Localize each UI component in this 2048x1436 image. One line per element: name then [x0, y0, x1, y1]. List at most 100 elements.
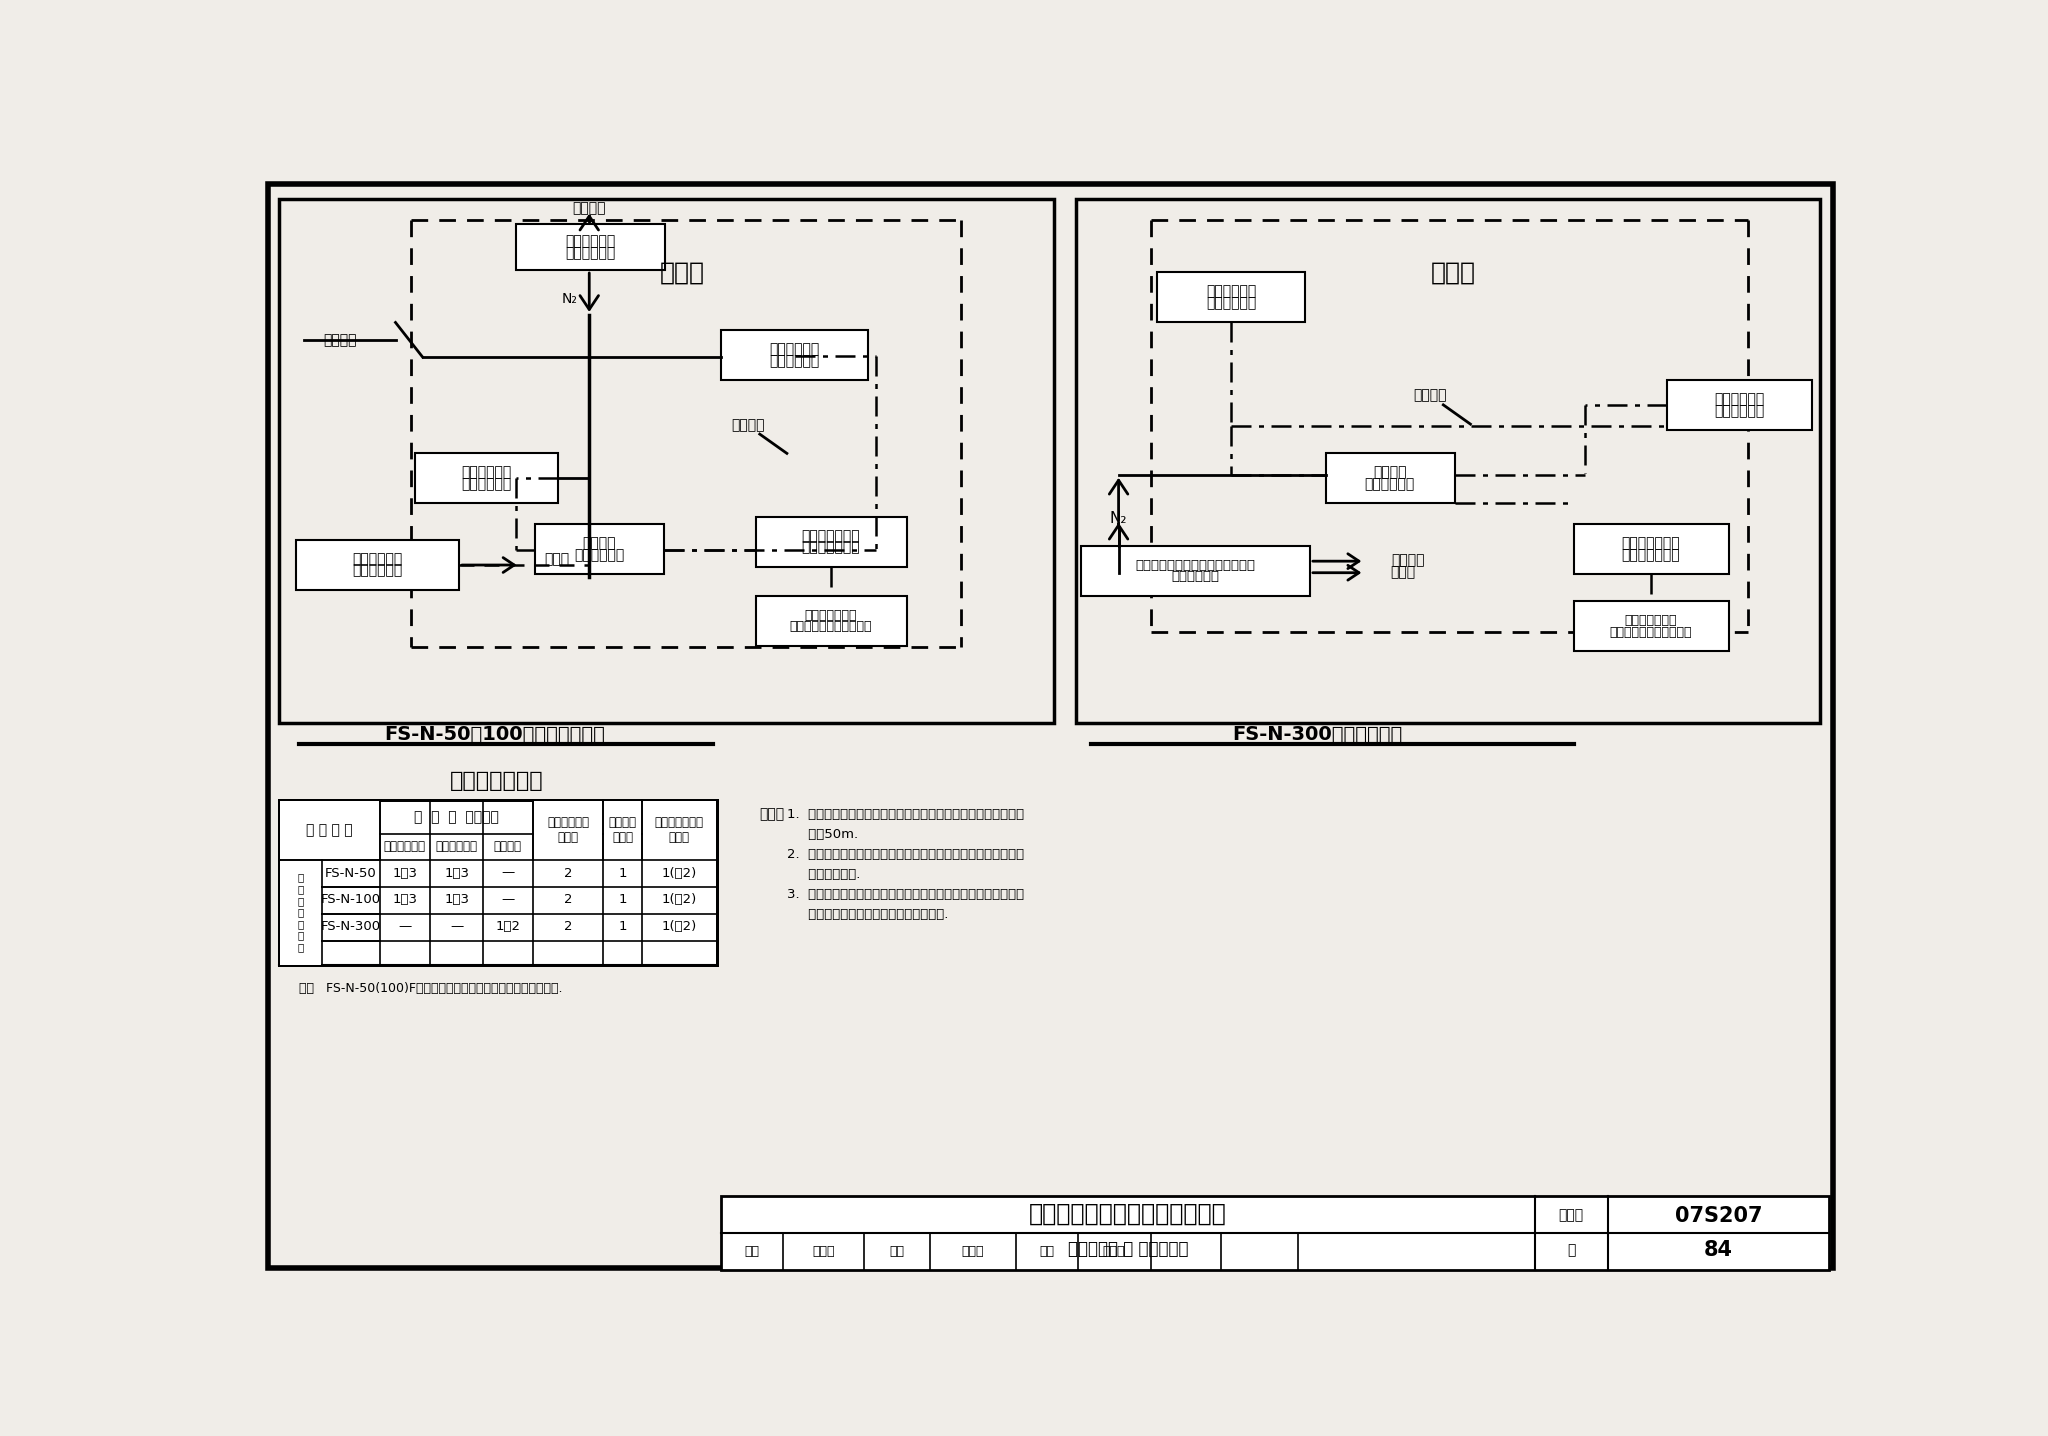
Bar: [721, 330, 868, 381]
Text: 主控制器
（台）: 主控制器 （台）: [608, 816, 637, 844]
Text: 无管网注氮控氧防火系统原理图: 无管网注氮控氧防火系统原理图: [1028, 1202, 1227, 1226]
Text: 2.  气体分离机组排出的废气主要成分为富氧空气，可就近排至防: 2. 气体分离机组排出的废气主要成分为富氧空气，可就近排至防: [786, 847, 1024, 860]
Text: 说明：: 说明：: [760, 807, 784, 821]
Text: 氧浓度探测器: 氧浓度探测器: [770, 342, 819, 356]
Text: —: —: [451, 920, 463, 933]
Text: 1.  空气压缩机组设置位置宜尽量靠近防护区，与防护区距离不应: 1. 空气压缩机组设置位置宜尽量靠近防护区，与防护区距离不应: [786, 807, 1024, 820]
Bar: [1157, 273, 1305, 323]
Bar: [1667, 381, 1812, 431]
Text: 远程监控与报警，由工程设计人员确定.: 远程监控与报警，由工程设计人员确定.: [786, 908, 948, 920]
Text: 紧急报警控制器
（台）: 紧急报警控制器 （台）: [655, 816, 705, 844]
Bar: [1081, 546, 1311, 596]
Text: 1: 1: [618, 866, 627, 879]
Bar: [297, 540, 459, 590]
Text: 紧急报警控制器: 紧急报警控制器: [801, 528, 860, 543]
Text: （防护区内）: （防护区内）: [770, 353, 819, 368]
Text: 页: 页: [1567, 1244, 1575, 1258]
Text: FS-N-100: FS-N-100: [319, 893, 381, 906]
Text: （消防控制室或值班室）: （消防控制室或值班室）: [791, 620, 872, 633]
Bar: [1075, 200, 1821, 722]
Text: FS-N-300型系统原理图: FS-N-300型系统原理图: [1233, 725, 1403, 744]
Text: 紧急报警控制器: 紧急报警控制器: [1622, 537, 1679, 550]
Bar: [756, 517, 907, 567]
Text: 1～3: 1～3: [393, 893, 418, 906]
Text: 紧急报警控制器: 紧急报警控制器: [1624, 615, 1677, 628]
Bar: [535, 801, 602, 859]
Bar: [643, 801, 717, 859]
Text: 图集号: 图集号: [1559, 1209, 1583, 1222]
Text: 气体分离机组: 气体分离机组: [436, 840, 477, 853]
Text: 护区外或户外.: 护区外或户外.: [786, 867, 860, 880]
Text: 冷凝水: 冷凝水: [1391, 564, 1415, 579]
Text: （防护区门口）: （防护区门口）: [1622, 549, 1679, 561]
Bar: [281, 801, 379, 859]
Text: 罗序红: 罗序红: [1102, 1245, 1124, 1258]
Text: 冷凝水: 冷凝水: [545, 551, 569, 566]
Text: 罗定元: 罗定元: [963, 1245, 985, 1258]
Bar: [1325, 454, 1454, 504]
Text: 氧浓度探测器: 氧浓度探测器: [1714, 392, 1765, 406]
Text: 1(或2): 1(或2): [662, 920, 696, 933]
Text: 连接线缆: 连接线缆: [731, 418, 764, 432]
Text: 校对: 校对: [889, 1245, 905, 1258]
Bar: [516, 224, 666, 270]
Text: N₂: N₂: [1110, 511, 1126, 527]
Text: FS-N-50: FS-N-50: [326, 866, 377, 879]
Text: 1～3: 1～3: [444, 866, 469, 879]
Text: 1～3: 1～3: [444, 893, 469, 906]
Text: N₂: N₂: [561, 293, 578, 306]
Text: 07S207: 07S207: [1675, 1206, 1761, 1226]
Text: 3.  消防控制室（或值班室）是否设置紧急报警控制器对系统实施: 3. 消防控制室（或值班室）是否设置紧急报警控制器对系统实施: [786, 887, 1024, 900]
Text: 2: 2: [563, 866, 573, 879]
Text: 供  氮  装  置（台）: 供 氮 装 置（台）: [414, 810, 500, 824]
Text: 审核: 审核: [745, 1245, 760, 1258]
Text: （防护区内）: （防护区内）: [1206, 296, 1255, 310]
Text: 连接线缆: 连接线缆: [1413, 389, 1446, 402]
Text: 系统组件配置表: 系统组件配置表: [449, 771, 543, 791]
Bar: [279, 200, 1055, 722]
Text: 氧浓度探测器: 氧浓度探测器: [1206, 284, 1255, 299]
Text: （防护区内）: （防护区内）: [1714, 404, 1765, 418]
Text: 气体分离机组: 气体分离机组: [565, 234, 614, 248]
Bar: [281, 860, 322, 965]
Text: 陶观发: 陶观发: [813, 1245, 834, 1258]
Text: （防护区内）: （防护区内）: [1364, 477, 1415, 491]
Text: （消防控制室或值班室）: （消防控制室或值班室）: [1610, 626, 1692, 639]
Bar: [1573, 524, 1729, 574]
Bar: [535, 524, 664, 574]
Text: 一体机组: 一体机组: [494, 840, 522, 853]
Text: （防护区外）: （防护区外）: [1171, 570, 1219, 583]
Text: 主控制器: 主控制器: [1372, 465, 1407, 480]
Text: （防护区内）: （防护区内）: [461, 477, 512, 491]
Text: （防护区门口）: （防护区门口）: [801, 540, 860, 554]
Text: 设计: 设计: [1038, 1245, 1055, 1258]
Text: 1(或2): 1(或2): [662, 893, 696, 906]
Bar: [756, 596, 907, 646]
Text: 2: 2: [563, 893, 573, 906]
Text: 注：   FS-N-50(100)F型分子筛法气体分离机与主控制器为一体机.: 注： FS-N-50(100)F型分子筛法气体分离机与主控制器为一体机.: [299, 982, 561, 995]
Text: 废气排放: 废气排放: [573, 201, 606, 215]
Text: 空气压缩机组: 空气压缩机组: [383, 840, 426, 853]
Bar: [416, 454, 559, 504]
Text: —: —: [397, 920, 412, 933]
Text: 紧急报警控制器: 紧急报警控制器: [805, 609, 858, 622]
Text: 设
置
数
量
（
台
）: 设 置 数 量 （ 台 ）: [297, 873, 303, 952]
Text: 1: 1: [618, 920, 627, 933]
Text: 1或2: 1或2: [496, 920, 520, 933]
Text: （防护区内）: （防护区内）: [565, 246, 614, 260]
Bar: [721, 1196, 1829, 1269]
Text: 空气压缩机与气体分离机一体机组: 空气压缩机与气体分离机一体机组: [1135, 559, 1255, 572]
Text: 1: 1: [618, 893, 627, 906]
Text: （一机一区 、 多机一区）: （一机一区 、 多机一区）: [1067, 1239, 1188, 1258]
Text: 防护区: 防护区: [1432, 260, 1477, 284]
Text: 组 件 名 称: 组 件 名 称: [307, 823, 352, 837]
Text: 大于50m.: 大于50m.: [786, 827, 858, 840]
Text: 气体管路: 气体管路: [324, 333, 356, 348]
Text: FS-N-50（100）型系统原理图: FS-N-50（100）型系统原理图: [385, 725, 604, 744]
Text: 1(或2): 1(或2): [662, 866, 696, 879]
Text: 2: 2: [563, 920, 573, 933]
Text: 空气压缩机组: 空气压缩机组: [352, 551, 403, 566]
Bar: [604, 801, 641, 859]
Text: 84: 84: [1704, 1241, 1733, 1261]
Text: 氧浓度探测器
（台）: 氧浓度探测器 （台）: [547, 816, 590, 844]
